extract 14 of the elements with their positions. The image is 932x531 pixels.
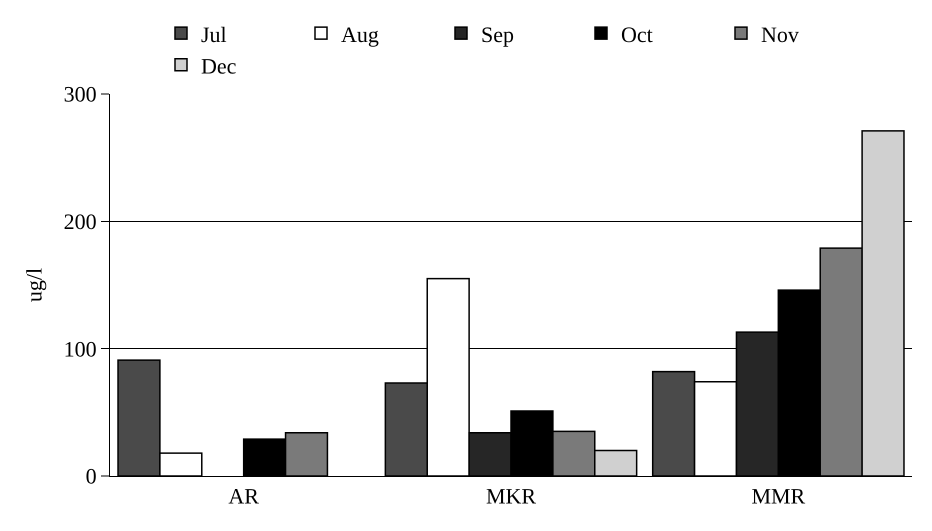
y-tick-label: 0 bbox=[86, 464, 97, 489]
y-tick-label: 100 bbox=[64, 336, 97, 362]
legend-label: Dec bbox=[201, 53, 237, 78]
x-tick-label: AR bbox=[228, 483, 260, 508]
x-tick-label: MMR bbox=[751, 483, 806, 508]
legend-label: Oct bbox=[621, 22, 653, 47]
y-tick-label: 300 bbox=[64, 82, 97, 107]
y-axis-title: ug/l bbox=[21, 268, 46, 302]
legend-label: Aug bbox=[341, 22, 379, 47]
legend-label: Sep bbox=[481, 22, 514, 47]
legend-label: Nov bbox=[761, 22, 799, 47]
legend-label: Jul bbox=[201, 22, 227, 47]
x-tick-label: MKR bbox=[486, 483, 536, 508]
y-tick-label: 200 bbox=[64, 209, 97, 234]
